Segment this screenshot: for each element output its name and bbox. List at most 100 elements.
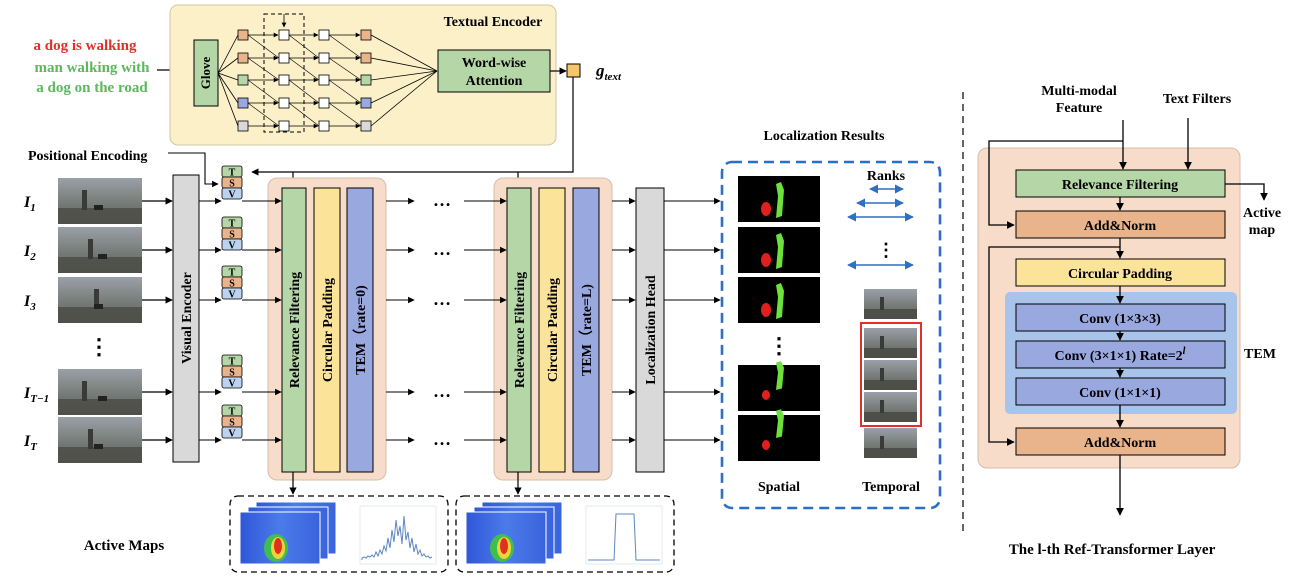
- localization-results-title: Localization Results: [764, 129, 885, 144]
- g-text-label: gtext: [595, 61, 622, 83]
- word-embedding: [237, 120, 249, 132]
- token-v: [221, 287, 243, 300]
- word-embedding: [237, 97, 249, 109]
- conv-3-label: Conv (1×1×1): [1079, 386, 1161, 401]
- frame-label: IT−1: [23, 385, 49, 405]
- token-label: T: [229, 357, 236, 368]
- frame-ground: [58, 307, 142, 323]
- temporal-frame-person: [880, 336, 884, 349]
- word-feature: [360, 52, 372, 64]
- query-line-1: a dog is walking: [34, 38, 137, 54]
- residual-2: [988, 246, 1120, 446]
- conv-1-label: Conv (1×3×3): [1079, 312, 1161, 327]
- person-mask: [776, 283, 784, 319]
- frame-dog: [94, 444, 103, 449]
- frame-label: I2: [23, 243, 36, 263]
- temporal-frame-ground: [864, 448, 917, 458]
- tem-label: TEM: [1244, 347, 1276, 362]
- word-feature: [360, 74, 372, 86]
- token-label: T: [229, 219, 236, 230]
- temporal-frame-ground: [864, 348, 917, 358]
- encoder-network: [217, 13, 438, 133]
- stage-2-relevance-filtering: [506, 187, 532, 473]
- query-text: a dog is walking man walking with a dog …: [34, 38, 151, 96]
- token-label: V: [228, 290, 236, 301]
- temporal-selection: [860, 322, 922, 427]
- temporal-frame-person: [880, 400, 884, 413]
- token-v: [221, 238, 243, 251]
- cross-line: [328, 79, 362, 104]
- attention-fan-line: [370, 70, 438, 104]
- layer-caption: The l-th Ref-Transformer Layer: [1009, 542, 1216, 558]
- person-mask: [776, 361, 784, 390]
- layer-circular-label: Circular Padding: [1068, 267, 1172, 282]
- token-label: T: [229, 407, 236, 418]
- row-connections: ……………: [199, 190, 721, 449]
- token-label: S: [229, 179, 235, 190]
- layer-addnorm-2-box: [1015, 427, 1226, 456]
- activation-plot: [585, 505, 663, 565]
- frames-vdots: ⋮: [88, 334, 110, 359]
- frame-person: [82, 381, 87, 401]
- localization-results: ⋮⋮: [738, 176, 922, 461]
- ref-transformer-stage-1: Relevance Filtering Circular Padding TEM…: [267, 177, 387, 481]
- active-maps-label: Active Maps: [84, 538, 165, 554]
- glove-fan-line: [217, 72, 239, 127]
- textual-encoder-title: Textual Encoder: [444, 15, 543, 30]
- activation-curve: [588, 513, 660, 561]
- frame-ground: [58, 447, 142, 463]
- lstm-cell-bw: [318, 120, 330, 132]
- lstm-cell-bw: [318, 74, 330, 86]
- token-v: [221, 376, 243, 389]
- attention-fan-line: [370, 70, 438, 81]
- token-label: S: [229, 230, 235, 241]
- glove-label: Glove: [198, 57, 213, 90]
- layer-input-1-line-1: Multi-modal: [1041, 84, 1117, 99]
- attention-fan-line: [370, 34, 438, 72]
- frame-ground: [58, 399, 142, 415]
- conv-2-label: Conv (3×1×1) Rate=2l: [1055, 346, 1186, 364]
- lstm-cell-bw: [318, 97, 330, 109]
- localization-head-box: [635, 187, 665, 473]
- heatmap-blob-core: [274, 538, 282, 554]
- frame-dog: [94, 304, 103, 309]
- cross-line: [328, 102, 362, 127]
- ref-transformer-stage-2: Relevance Filtering Circular Padding TEM…: [493, 177, 613, 481]
- row-hdots: …: [433, 190, 451, 210]
- frame-person: [82, 190, 87, 210]
- temporal-label: Temporal: [862, 480, 920, 495]
- attention-line-1: Word-wise: [462, 56, 527, 71]
- glove-fan-line: [217, 72, 239, 81]
- stage-2-tem-label: TEM（rate=L): [579, 284, 595, 376]
- token-label: S: [229, 279, 235, 290]
- temporal-frame-person: [880, 368, 884, 381]
- activation-curve: [361, 515, 433, 560]
- active-map-line-2: map: [1249, 223, 1276, 238]
- cross-line: [247, 102, 280, 127]
- stage-1-relevance-label: Relevance Filtering: [288, 272, 303, 388]
- active-maps: [229, 495, 675, 573]
- results-vdots: ⋮: [768, 333, 790, 358]
- frame-ground: [58, 208, 142, 224]
- frame-person: [88, 239, 93, 259]
- layer-input-1-line-2: Feature: [1056, 101, 1102, 116]
- lstm-cell-fw: [278, 29, 290, 41]
- cross-line: [328, 34, 362, 59]
- lstm-cell-fw: [278, 97, 290, 109]
- frame-person: [94, 289, 99, 309]
- temporal-frame-ground: [864, 309, 917, 319]
- ranks-label: Ranks: [867, 169, 906, 184]
- dog-mask: [761, 202, 771, 216]
- row-hdots: …: [433, 239, 451, 259]
- stage-2-tem: [572, 187, 600, 473]
- row-hdots: …: [433, 429, 451, 449]
- word-embedding: [237, 74, 249, 86]
- layer-addnorm-2-label: Add&Norm: [1084, 436, 1157, 451]
- glove-fan-line: [217, 72, 239, 104]
- token-v: [221, 426, 243, 439]
- attention-fan-line: [370, 70, 438, 127]
- positional-encoding-label: Positional Encoding: [28, 149, 147, 164]
- localization-results-box: [720, 160, 942, 510]
- frame-dog: [94, 205, 103, 210]
- lstm-cell-fw: [278, 120, 290, 132]
